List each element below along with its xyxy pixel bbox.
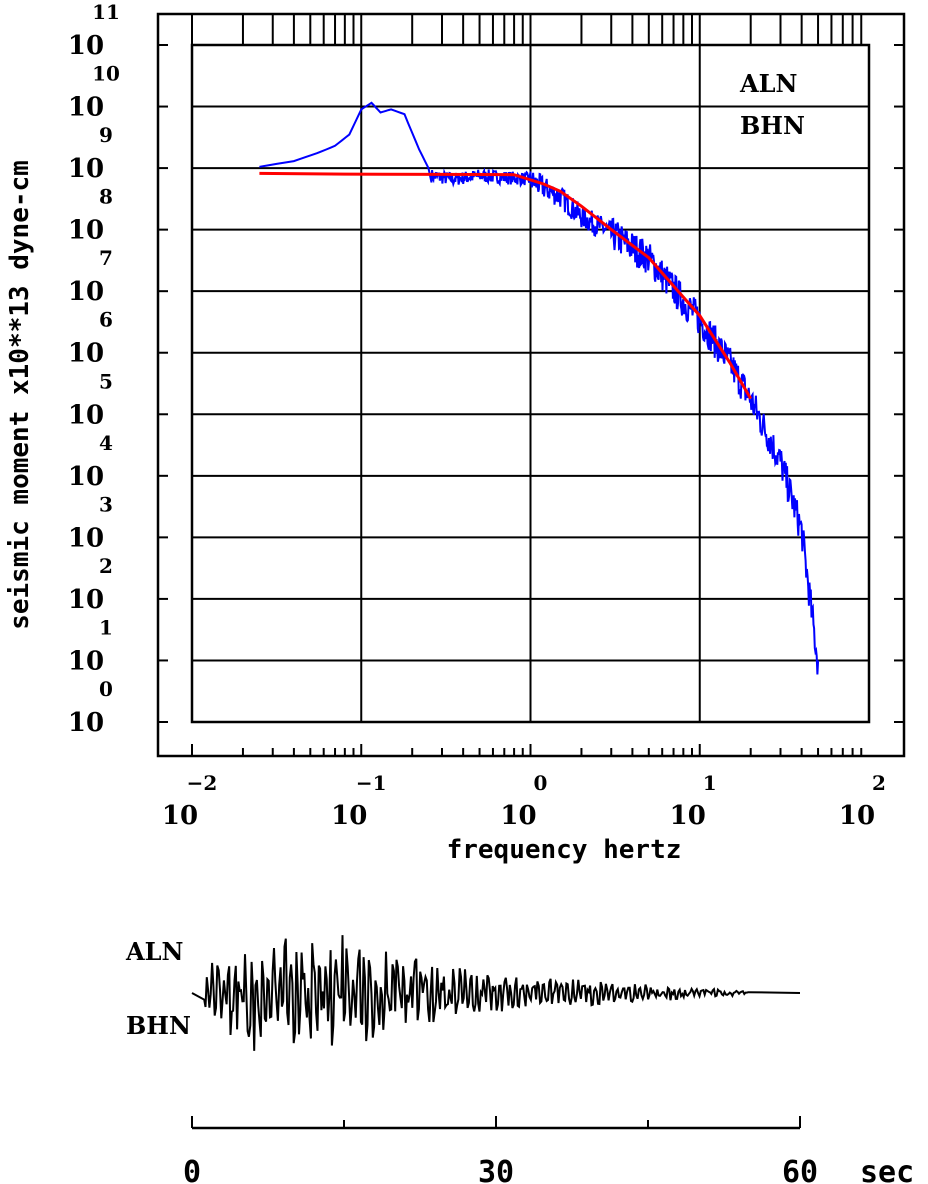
x-tick-label-exponent: 2 bbox=[872, 771, 886, 795]
y-tick-label-base: 10 bbox=[68, 154, 104, 184]
annotation-station: ALN bbox=[739, 69, 797, 98]
y-tick-label-base: 10 bbox=[68, 31, 104, 61]
y-axis-label: seismic moment x10**13 dyne-cm bbox=[5, 160, 35, 630]
y-tick-label-base: 10 bbox=[68, 523, 104, 553]
x-minor-ticks bbox=[191, 15, 863, 756]
y-tick-label-base: 10 bbox=[68, 646, 104, 676]
y-tick-label-base: 10 bbox=[68, 93, 104, 123]
y-tick-label-base: 10 bbox=[68, 339, 104, 369]
time-ticks bbox=[191, 1116, 801, 1128]
grid-lines bbox=[192, 45, 869, 722]
y-tick-label-base: 10 bbox=[68, 708, 104, 738]
seismogram-component-label: BHN bbox=[126, 1011, 191, 1040]
y-tick-label-base: 10 bbox=[68, 585, 104, 615]
x-tick-label-base: 10 bbox=[500, 801, 536, 831]
y-tick-label-exponent: 8 bbox=[99, 185, 113, 209]
y-tick-label-exponent: 1 bbox=[99, 615, 113, 639]
x-tick-labels: 10 −2 10 −1 10 0 10 1 10 2 bbox=[162, 771, 886, 831]
y-tick-label-exponent: 3 bbox=[99, 492, 113, 516]
model-fit-line bbox=[259, 171, 752, 400]
time-tick-labels: 0 30 60 bbox=[183, 1155, 818, 1184]
time-tick-label: 30 bbox=[478, 1155, 514, 1184]
y-tick-label-base: 10 bbox=[68, 277, 104, 307]
y-tick-label-exponent: 4 bbox=[99, 431, 113, 455]
y-tick-label-exponent: 11 bbox=[92, 0, 120, 24]
time-tick-label: 60 bbox=[782, 1155, 818, 1184]
time-tick-label: 0 bbox=[183, 1155, 201, 1184]
seismogram-trace bbox=[191, 935, 801, 1051]
x-tick-label-exponent: 0 bbox=[534, 771, 548, 795]
x-tick-label-base: 10 bbox=[331, 801, 367, 831]
y-tick-label-exponent: 7 bbox=[99, 246, 113, 270]
y-tick-label-base: 10 bbox=[68, 462, 104, 492]
annotation-component: BHN bbox=[740, 111, 805, 140]
x-axis-label: frequency hertz bbox=[447, 835, 682, 865]
x-tick-label-base: 10 bbox=[839, 801, 875, 831]
seismogram: ALN BHN 0 30 60 sec bbox=[125, 935, 914, 1184]
y-tick-label-base: 10 bbox=[68, 400, 104, 430]
time-unit-label: sec bbox=[860, 1155, 914, 1184]
y-tick-label-exponent: 9 bbox=[99, 123, 113, 147]
x-tick-label-exponent: −2 bbox=[187, 771, 218, 795]
x-tick-label-base: 10 bbox=[162, 801, 198, 831]
y-tick-label-exponent: 6 bbox=[99, 308, 113, 332]
y-tick-label-exponent: 0 bbox=[99, 677, 113, 701]
y-ticks bbox=[158, 44, 904, 723]
seismogram-station-label: ALN bbox=[125, 937, 183, 966]
y-tick-label-base: 10 bbox=[68, 216, 104, 246]
y-tick-label-exponent: 2 bbox=[99, 554, 113, 578]
x-tick-label-exponent: −1 bbox=[356, 771, 387, 795]
x-tick-label-base: 10 bbox=[670, 801, 706, 831]
y-tick-label-exponent: 5 bbox=[99, 369, 113, 393]
y-tick-label-exponent: 10 bbox=[92, 62, 120, 86]
x-tick-label-exponent: 1 bbox=[703, 771, 717, 795]
observed-spectrum-line bbox=[259, 101, 820, 675]
